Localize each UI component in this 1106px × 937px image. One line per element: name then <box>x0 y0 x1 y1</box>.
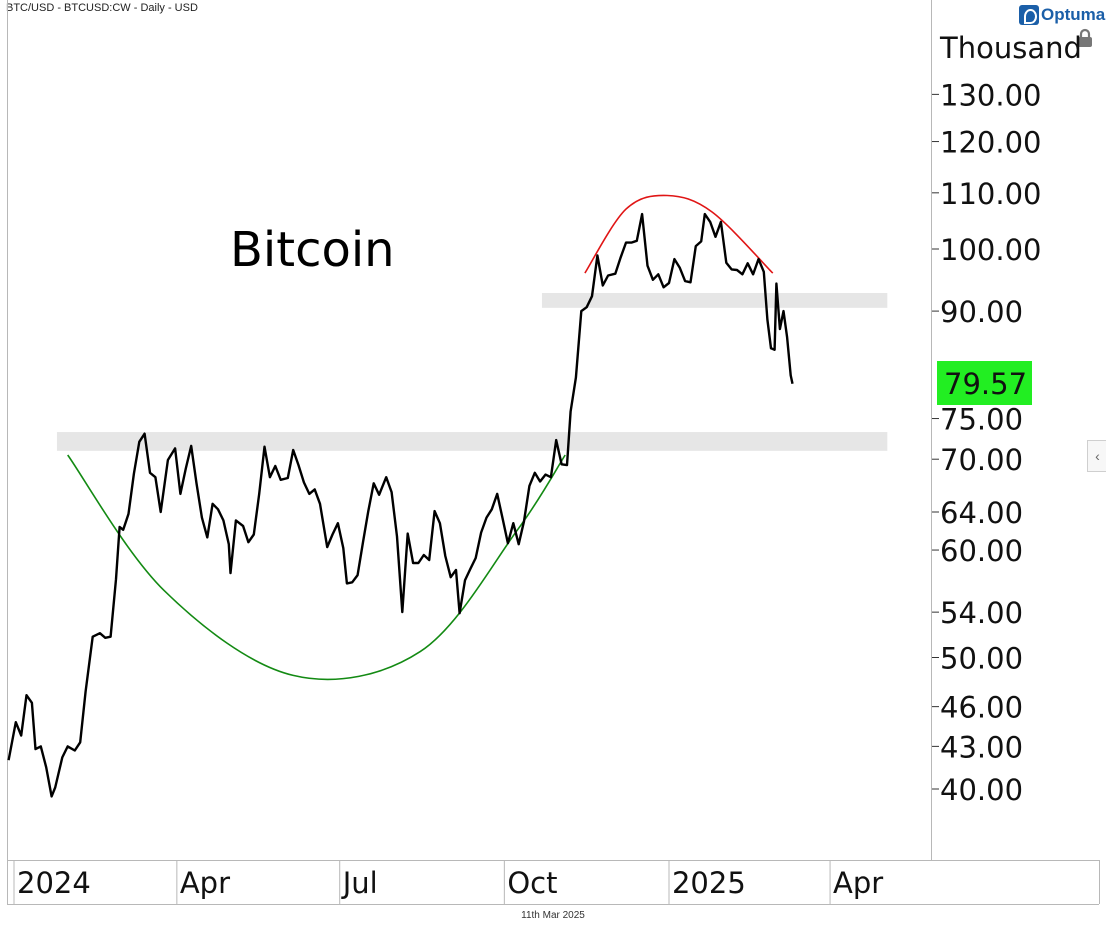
rounding-top-arc <box>584 194 774 274</box>
y-tick-label: 70.00 <box>940 443 1023 477</box>
y-tick-label: 120.00 <box>940 126 1041 160</box>
y-axis: 130.00 120.00 110.00 100.00 90.00 75.00 70.00 6… <box>932 78 1041 807</box>
y-tick-label: 43.00 <box>940 730 1023 764</box>
price-series <box>7 212 794 798</box>
support-zone-2 <box>56 432 888 451</box>
last-value-label: 79.57 <box>944 367 1027 401</box>
x-tick-label: Apr <box>833 866 883 900</box>
y-tick-label: 64.00 <box>940 496 1023 530</box>
lock-icon[interactable] <box>1075 28 1095 48</box>
y-tick-label: 75.00 <box>940 403 1023 437</box>
x-tick-label: Apr <box>180 866 230 900</box>
optuma-logo: Optuma <box>1019 4 1105 26</box>
y-unit-label: Thousand <box>939 31 1082 65</box>
x-tick-label: 2025 <box>672 866 746 900</box>
y-tick-label: 54.00 <box>940 596 1023 630</box>
y-tick-label: 100.00 <box>940 233 1041 267</box>
x-tick-label: 2024 <box>17 866 91 900</box>
optuma-logo-mark <box>1019 5 1039 25</box>
chevron-left-icon[interactable]: ‹ <box>1087 440 1106 472</box>
footer-date: 11th Mar 2025 <box>521 910 585 921</box>
price-chart[interactable]: 130.00 120.00 110.00 100.00 90.00 75.00 70.00 6… <box>0 0 1106 907</box>
chart-header: BTC/USD - BTCUSD:CW - Daily - USD <box>6 2 198 14</box>
rounding-bottom-arc <box>67 454 566 681</box>
optuma-logo-text: Optuma <box>1041 5 1106 24</box>
y-tick-label: 46.00 <box>940 691 1023 725</box>
last-value-badge <box>937 361 1032 405</box>
y-tick-label: 60.00 <box>940 534 1023 568</box>
x-tick-label: Jul <box>341 866 378 900</box>
pattern-arcs <box>67 194 774 681</box>
support-zones <box>56 293 888 451</box>
y-tick-label: 90.00 <box>940 295 1023 329</box>
y-tick-label: 50.00 <box>940 641 1023 675</box>
x-axis: 2024 Apr Jul Oct 2025 Apr <box>13 860 883 904</box>
price-line-1 <box>7 212 794 798</box>
support-zone-1 <box>541 293 888 308</box>
y-tick-label: 130.00 <box>940 78 1041 112</box>
y-tick-label: 40.00 <box>940 773 1023 807</box>
chart-title: Bitcoin <box>230 222 395 278</box>
y-tick-label: 110.00 <box>940 177 1041 211</box>
x-tick-label: Oct <box>507 866 557 900</box>
